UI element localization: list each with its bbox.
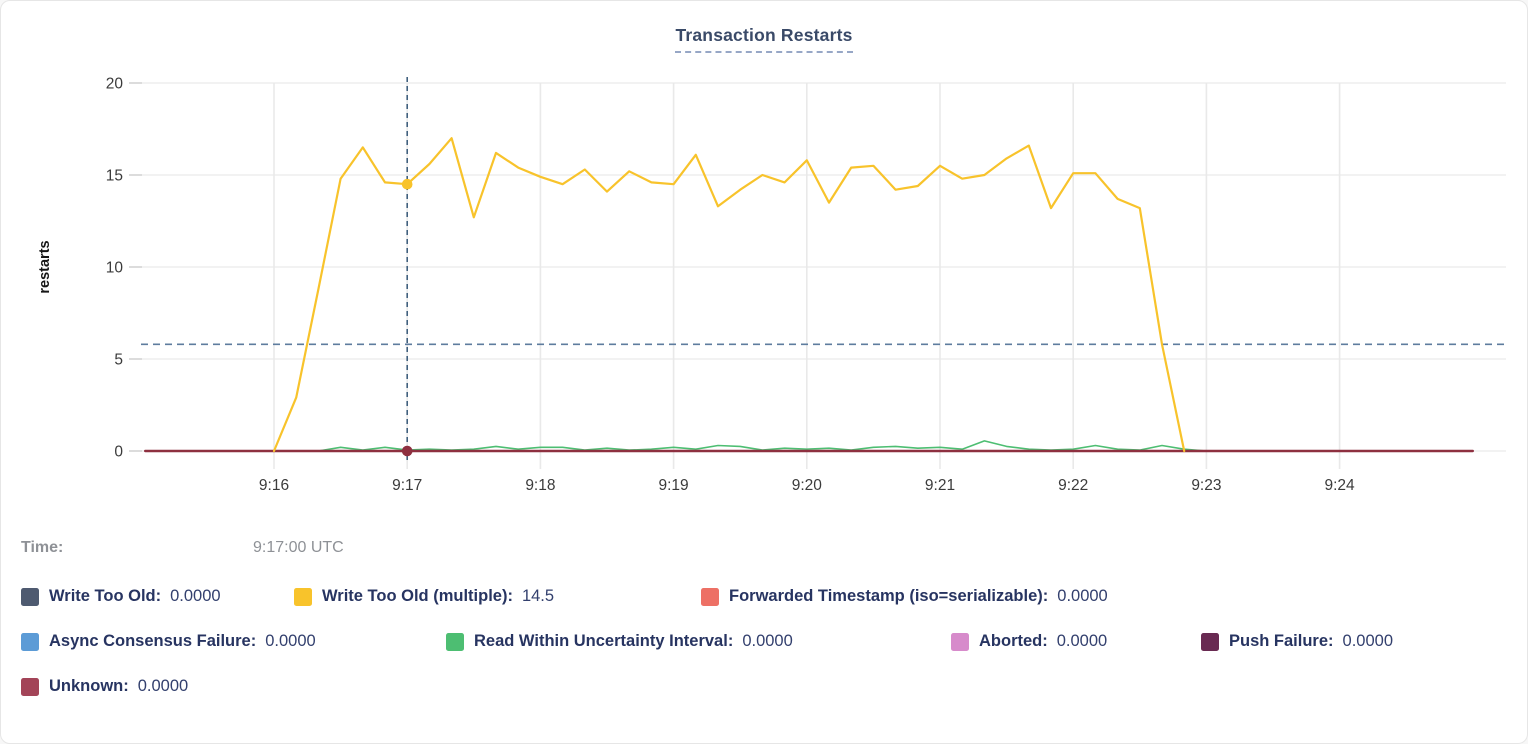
chart-title-row: Transaction Restarts [1,25,1527,53]
x-axis-tick-label: 9:17 [392,477,422,494]
y-axis-tick-label: 0 [114,444,123,461]
y-axis-label: restarts [37,240,53,293]
legend-value: 0.0000 [742,632,793,650]
transaction-restarts-chart[interactable]: 0 5 10 15 20 9:16 9:17 9:18 9:19 9:20 9:21 9:22 9:23… [1,1,1528,521]
legend-label: Write Too Old (multiple): [322,587,513,605]
legend-label: Read Within Uncertainty Interval: [474,632,734,650]
legend-row: Async Consensus Failure: 0.0000 Read Withi… [21,632,1393,651]
x-axis-tick-label: 9:20 [792,477,823,494]
legend-label: Unknown: [49,677,129,695]
y-axis-tick-label: 5 [114,352,123,369]
hover-time-label: Time: [21,539,64,556]
y-axis-tick-label: 20 [106,76,124,93]
x-axis-tick-label: 9:22 [1058,477,1088,494]
series-line-write-too-old-multiple [272,137,1186,453]
legend-swatch [21,587,39,606]
legend-swatch [951,632,969,651]
legend-item-push-failure[interactable]: Push Failure: 0.0000 [1201,632,1393,651]
legend-item-write-too-old[interactable]: Write Too Old: 0.0000 [21,587,294,606]
legend-label: Forwarded Timestamp (iso=serializable): [729,587,1049,605]
x-axis-tick-label: 9:24 [1325,477,1356,494]
legend-item-unknown[interactable]: Unknown: 0.0000 [21,677,188,696]
legend-value: 0.0000 [1056,632,1108,650]
legend-label: Async Consensus Failure: [49,632,257,650]
hover-time-value: 9:17:00 UTC [253,539,344,556]
x-axis-tick-label: 9:23 [1191,477,1221,494]
y-axis-tick-label: 10 [106,260,124,277]
legend-value: 0.0000 [170,587,221,605]
legend-swatch [21,632,39,651]
legend-row: Write Too Old: 0.0000 Write Too Old (multi… [21,587,1108,606]
y-axis-tick-label: 15 [106,168,123,185]
x-axis-tick-label: 9:21 [925,477,955,494]
legend-value: 0.0000 [1342,632,1393,650]
x-axis-tick-label: 9:18 [525,477,555,494]
legend-item-read-within-uncertainty-interval[interactable]: Read Within Uncertainty Interval: 0.0000 [446,632,951,651]
legend-item-aborted[interactable]: Aborted: 0.0000 [951,632,1201,651]
x-axis-tick-label: 9:16 [259,477,289,494]
legend-row: Unknown: 0.0000 [21,677,188,696]
chart-title[interactable]: Transaction Restarts [675,25,853,53]
legend-swatch [1201,632,1219,651]
legend-swatch [701,587,719,606]
legend-value: 0.0000 [265,632,316,650]
legend-item-forwarded-timestamp-iso-serializable[interactable]: Forwarded Timestamp (iso=serializable): 0… [701,587,1108,606]
x-axis-tick-label: 9:19 [659,477,689,494]
legend-label: Push Failure: [1229,632,1334,650]
legend-label: Write Too Old: [49,587,162,605]
legend-value: 14.5 [521,587,555,605]
hover-time-row: Time: 9:17:00 UTC [21,539,344,557]
crosshair-dot-write-too-old-multiple [401,178,413,190]
legend-swatch [446,632,464,651]
legend-item-write-too-old-multiple[interactable]: Write Too Old (multiple): 14.5 [294,587,701,606]
legend-value: 0.0000 [1057,587,1108,605]
legend-item-async-consensus-failure[interactable]: Async Consensus Failure: 0.0000 [21,632,446,651]
crosshair-dot-unknown [401,445,413,457]
legend-swatch [21,677,39,696]
legend-swatch [294,587,312,606]
legend-label: Aborted: [979,632,1048,650]
legend-value: 0.0000 [137,677,189,695]
